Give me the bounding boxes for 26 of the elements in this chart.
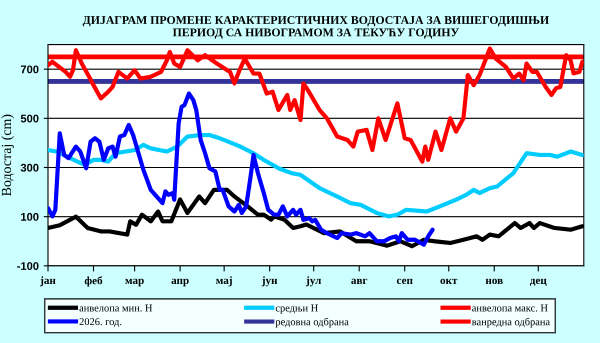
y-tick-label: 100 [21, 212, 39, 221]
x-tick-label: мај [216, 276, 232, 286]
x-tick-label: јун [262, 276, 278, 286]
x-tick-label: феб [84, 276, 102, 287]
x-tick-label: мар [125, 278, 144, 286]
legend-label: редовна одбрана [276, 318, 349, 328]
legend-label: анвелопа макс. Н [472, 304, 548, 312]
legend-label: анвелопа мин. Н [79, 304, 152, 312]
y-tick-label: 500 [20, 114, 39, 122]
x-tick-label: јул [306, 276, 322, 286]
x-tick-label: авг [351, 278, 368, 284]
x-tick-label: апр [171, 278, 189, 286]
x-tick-label: нов [486, 278, 503, 284]
chart-title: ДИЈАГРАМ ПРОМЕНЕ КАРАКТЕРИСТИЧНИХ ВОДОСТАЈА ЗА ВИШЕГОДИШЊИ ПЕРИОД СА НИВОГРАМОМ ЗА ТЕКУЋУ ГОДИНУ [82, 16, 549, 39]
legend-label: ванредна одбрана [472, 318, 550, 328]
x-tick-label: дец [530, 278, 547, 286]
line-series [48, 91, 435, 247]
legend-label: 2026. год. [80, 318, 122, 328]
legend-label: средњи Н [276, 304, 318, 314]
x-tick-label: јан [40, 276, 56, 286]
y-tick-label: 700 [20, 65, 39, 74]
x-tick-label: окт [440, 278, 458, 284]
x-tick-label: сеп [396, 278, 413, 284]
y-tick-label: -100 [17, 262, 39, 270]
y-tick-label: 300 [20, 164, 39, 172]
y-axis-title: Водостај (cm) [1, 114, 14, 196]
